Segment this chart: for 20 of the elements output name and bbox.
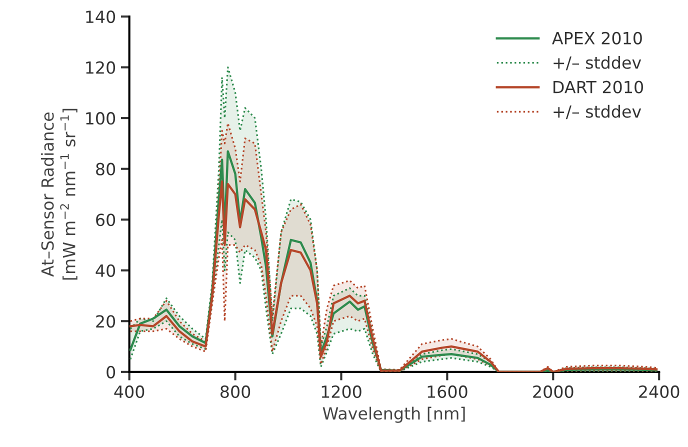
y-tick-label: 80: [96, 162, 116, 176]
x-tick-label: 2400: [639, 385, 680, 398]
x-tick-label: 1200: [322, 385, 362, 398]
x-axis-title: Wavelength [nm]: [322, 406, 465, 423]
y-tick-label: 100: [86, 112, 116, 125]
legend-label: +/– stddev: [554, 104, 642, 120]
y-tick-label: 60: [96, 214, 116, 226]
y-tick-label: 140: [86, 10, 116, 24]
y-tick-label: 120: [86, 61, 116, 74]
x-tick-label: 800: [220, 385, 250, 398]
legend-label: +/– stddev: [554, 56, 642, 70]
y-tick-label: 40: [96, 264, 116, 277]
x-tick-label: 2000: [533, 385, 574, 398]
legend-label: APEX 2010: [552, 32, 642, 44]
y-tick-label: 20: [96, 315, 116, 328]
legend-label: DART 2010: [554, 80, 643, 94]
y-axis-title: At–Sensor Radiance [mW m$^{−2}$ nm$^{−1}$ sr$^{−1}$]: [40, 108, 78, 280]
x-tick-label: 400: [114, 385, 144, 398]
x-tick-label: 1600: [428, 385, 468, 398]
y-tick-label: 0: [106, 366, 116, 378]
